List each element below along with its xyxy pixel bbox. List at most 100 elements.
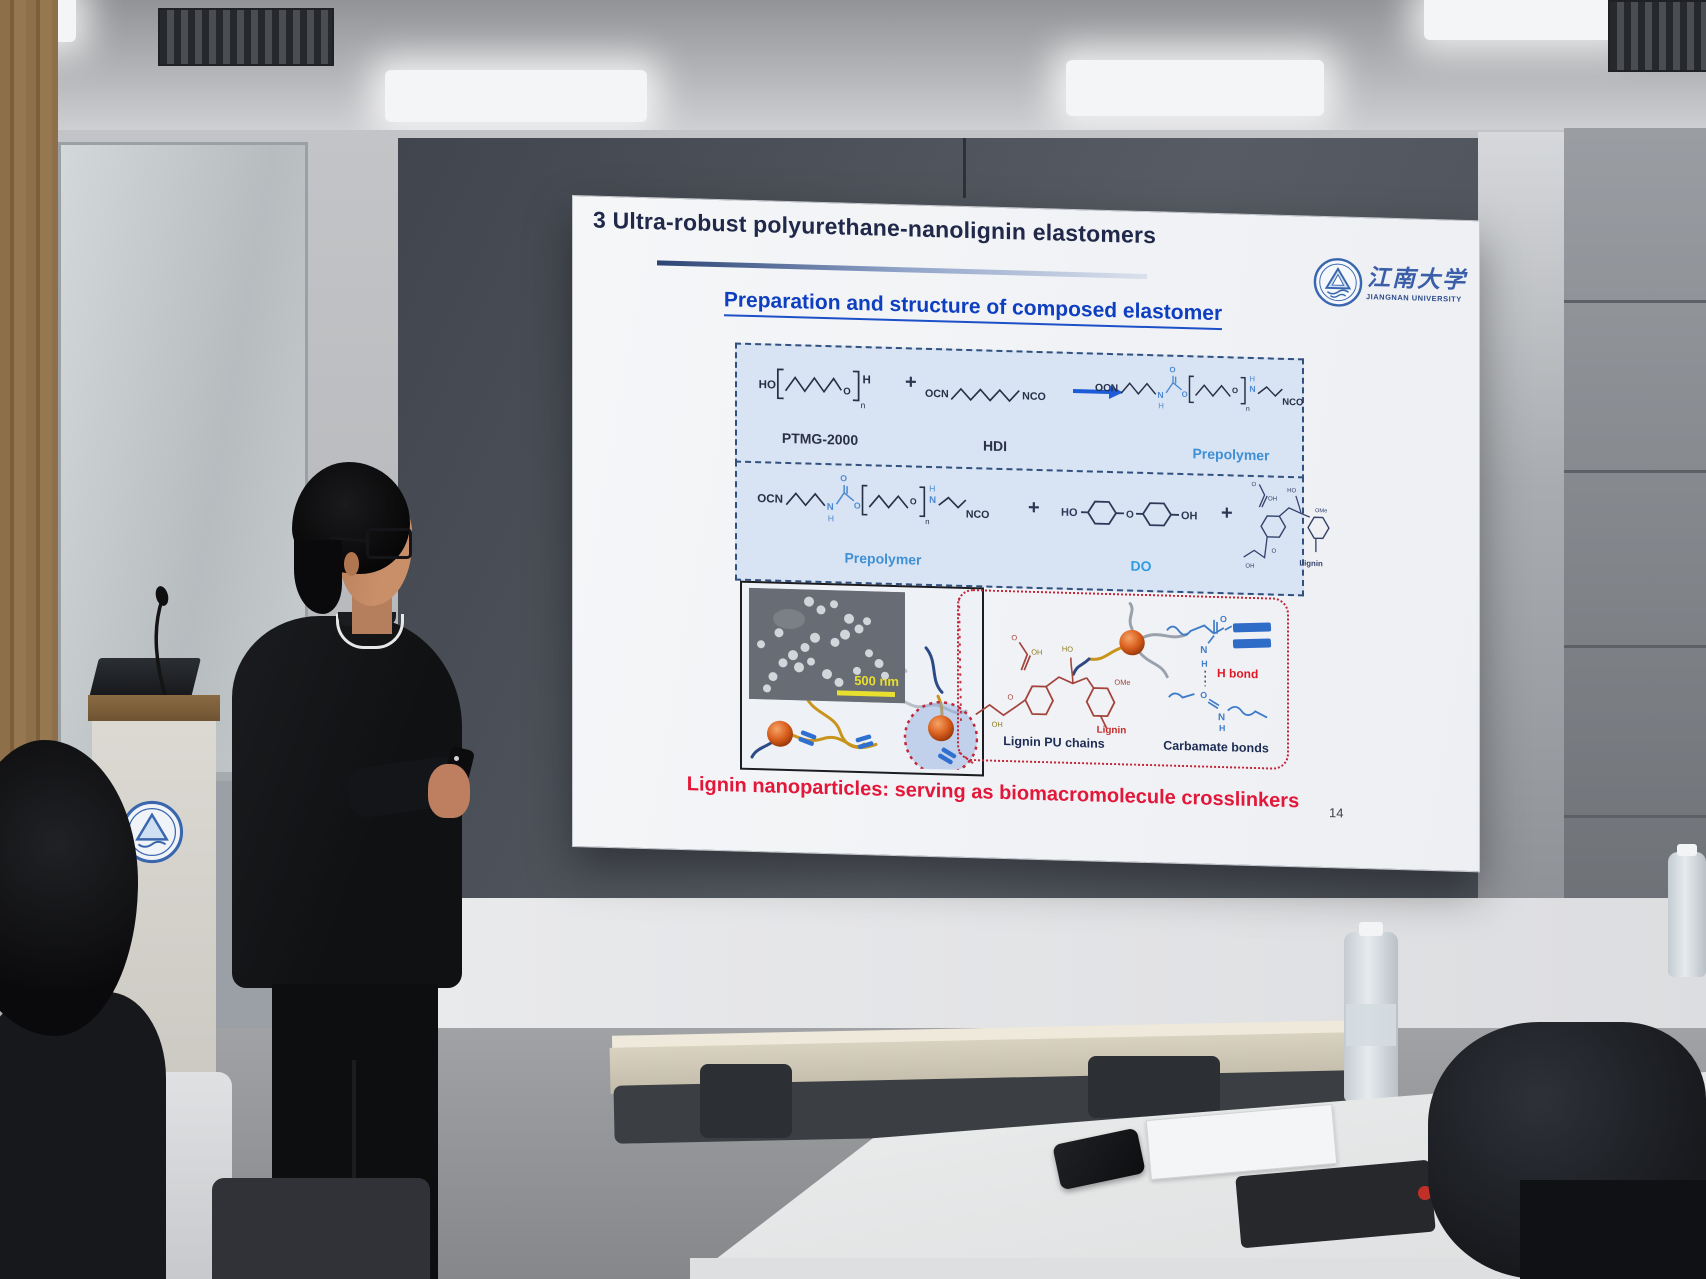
carbamate-connector-icon	[855, 734, 874, 750]
audience-shoulder	[0, 992, 166, 1279]
plus-sign: +	[1028, 496, 1040, 520]
wall-panel-right-dark	[1564, 128, 1706, 906]
carbamate-connector-icon	[938, 747, 957, 765]
subtitle-text: Preparation and structure of composed el…	[723, 288, 1223, 331]
atom-label: NCO	[1022, 390, 1046, 403]
reaction-arrow-icon	[1071, 382, 1123, 406]
chair	[1088, 1056, 1220, 1118]
atom-label: HO	[1287, 487, 1296, 494]
atom-label: NCO	[966, 508, 990, 521]
bottle-label	[1346, 1004, 1396, 1046]
presentation-slide: 3 Ultra-robust polyurethane-nanolignin e…	[572, 194, 1480, 873]
zoom-connector-lines	[939, 592, 991, 778]
chem-structure-ptmg: HO O n H	[755, 359, 893, 418]
atom-label: OH	[1245, 563, 1254, 570]
prepolymer-full-svg: OCN N H O O O n H N NCO	[757, 473, 990, 526]
atom-label: H	[1249, 374, 1255, 383]
lignin-nanoparticle-icon	[1119, 629, 1145, 656]
chem-structure-prepolymer-1: OCN N H O O O n H N NCO	[1095, 361, 1310, 424]
university-name-en: JIANGNAN UNIVERSITY	[1366, 292, 1462, 304]
connector-svg	[956, 596, 974, 764]
atom-label: H	[929, 483, 935, 493]
atom-label: OH	[1268, 495, 1277, 502]
atom-label: OCN	[925, 388, 949, 401]
slide-subtitle: Preparation and structure of composed el…	[723, 288, 1223, 331]
label-hdi: HDI	[982, 437, 1008, 455]
lignin-navy-svg: O OH HO OMe OH O Lignin	[1243, 481, 1330, 570]
ceiling-light-panel	[385, 70, 647, 122]
atom-label: N	[1218, 712, 1225, 723]
atom-label: H	[828, 513, 834, 523]
lignin-nanoparticle-icon	[928, 715, 954, 742]
atom-label: HO	[1061, 507, 1078, 519]
clicker-button-icon	[454, 756, 459, 761]
bottle-cap	[1677, 844, 1697, 856]
tem-particles-svg	[749, 587, 905, 704]
panel-seam	[1564, 300, 1706, 303]
chair	[700, 1064, 792, 1138]
wall-seam	[963, 138, 966, 198]
hdi-svg: OCN NCO	[925, 388, 1046, 403]
atom-label: O	[843, 386, 851, 397]
atom-label: O	[1007, 692, 1013, 701]
atom-label: n	[861, 400, 866, 410]
atom-label: H	[1219, 723, 1225, 733]
air-vent-icon	[158, 8, 334, 66]
atom-label: n	[925, 517, 929, 526]
glasses-icon	[366, 528, 412, 559]
panel-seam	[1564, 645, 1706, 648]
nanoparticle-sketch	[1071, 600, 1199, 691]
atom-label: O	[1126, 509, 1134, 520]
atom-label: O	[1272, 548, 1277, 555]
audience-head	[0, 740, 138, 1036]
page-number: 14	[1329, 805, 1344, 821]
podium-top	[88, 695, 220, 721]
presenter-hair-back	[294, 540, 342, 614]
tem-image-inset: 500 nm	[749, 587, 905, 704]
hbond-label: H bond	[1217, 665, 1259, 682]
microphone-icon	[138, 586, 198, 706]
microphone-svg	[152, 586, 182, 704]
jacket-shadow	[1520, 1180, 1706, 1279]
hbond-svg: O N H O N H	[1166, 614, 1268, 733]
plus-sign: +	[905, 371, 917, 394]
slide-footer: Lignin nanoparticles: serving as biomacr…	[686, 773, 1300, 813]
university-name-cn: 江南大学	[1367, 264, 1467, 293]
air-vent-icon	[1608, 0, 1706, 72]
atom-label: OMe	[1315, 508, 1327, 514]
atom-label: N	[1200, 645, 1207, 656]
near-table-edge	[690, 1258, 1706, 1279]
atom-label: OH	[1031, 648, 1042, 657]
atom-label: NCO	[1282, 397, 1303, 409]
prepolymer-svg: OCN N H O O O n H N NCO	[1095, 365, 1303, 413]
atom-label: N	[827, 502, 834, 513]
atom-label: O	[854, 501, 861, 511]
nanoparticle-svg	[1072, 602, 1189, 679]
arrow-svg	[1073, 384, 1123, 399]
atom-label: n	[1246, 406, 1250, 413]
wall-below-screen	[398, 898, 1706, 1048]
chem-structure-do: HO O OH	[1061, 490, 1211, 541]
black-chair	[212, 1178, 430, 1279]
atom-label: N	[929, 495, 936, 506]
atom-label: H	[1201, 659, 1207, 669]
logo-emblem-svg	[1313, 258, 1363, 307]
panel-seam	[1564, 470, 1706, 473]
water-bottle	[1668, 844, 1706, 977]
atom-label: N	[1249, 384, 1255, 394]
bottle-cap	[1359, 922, 1383, 936]
chem-structure-prepolymer-2: OCN N H O O O n H N NCO	[743, 469, 1011, 537]
ceiling-light-panel	[1424, 0, 1620, 40]
atom-label: OCN	[757, 493, 783, 506]
atom-label: O	[1220, 614, 1227, 624]
ceiling-light-panel	[1066, 60, 1324, 116]
do-svg: HO O OH	[1061, 500, 1198, 527]
presenter-hand	[428, 764, 470, 818]
atom-label: O	[1182, 390, 1188, 399]
water-bottle	[1344, 922, 1398, 1102]
atom-label: OH	[1181, 510, 1198, 522]
hbond-structure: O N H O N H	[1163, 612, 1271, 738]
atom-label: OCN	[1095, 383, 1118, 395]
atom-label: HO	[759, 379, 776, 391]
